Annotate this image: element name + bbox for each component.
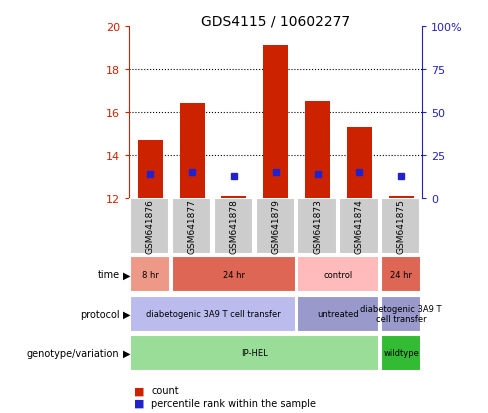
Text: GSM641879: GSM641879 xyxy=(271,199,280,254)
Bar xyxy=(381,198,421,254)
Text: diabetogenic 3A9 T cell transfer: diabetogenic 3A9 T cell transfer xyxy=(145,309,280,318)
Text: 24 hr: 24 hr xyxy=(223,270,245,279)
Bar xyxy=(130,296,296,332)
Bar xyxy=(263,46,288,198)
Bar xyxy=(138,140,163,198)
Text: ▶: ▶ xyxy=(123,348,131,358)
Text: GSM641873: GSM641873 xyxy=(313,199,322,254)
Text: GSM641876: GSM641876 xyxy=(146,199,155,254)
Bar xyxy=(172,198,211,254)
Bar xyxy=(381,335,421,371)
Text: GSM641878: GSM641878 xyxy=(229,199,239,254)
Bar xyxy=(381,257,421,292)
Text: count: count xyxy=(151,385,179,395)
Text: 8 hr: 8 hr xyxy=(142,270,159,279)
Bar xyxy=(214,198,253,254)
Bar xyxy=(381,296,421,332)
Text: 24 hr: 24 hr xyxy=(390,270,412,279)
Text: ▶: ▶ xyxy=(123,309,131,319)
Text: genotype/variation: genotype/variation xyxy=(27,348,120,358)
Text: wildtype: wildtype xyxy=(383,349,419,358)
Text: untreated: untreated xyxy=(318,309,359,318)
Bar xyxy=(180,104,204,198)
Bar xyxy=(339,198,379,254)
Text: diabetogenic 3A9 T
cell transfer: diabetogenic 3A9 T cell transfer xyxy=(361,304,442,323)
Text: time: time xyxy=(98,270,120,280)
Bar xyxy=(222,196,246,198)
Text: ■: ■ xyxy=(134,398,145,408)
Text: percentile rank within the sample: percentile rank within the sample xyxy=(151,398,316,408)
Bar xyxy=(298,257,380,292)
Bar xyxy=(298,296,380,332)
Bar xyxy=(347,128,372,198)
Bar xyxy=(256,198,295,254)
Bar xyxy=(130,257,170,292)
Text: GSM641875: GSM641875 xyxy=(397,199,406,254)
Text: GDS4115 / 10602277: GDS4115 / 10602277 xyxy=(201,14,350,28)
Bar xyxy=(305,102,330,198)
Text: control: control xyxy=(324,270,353,279)
Bar xyxy=(172,257,296,292)
Text: ■: ■ xyxy=(134,385,145,395)
Text: protocol: protocol xyxy=(80,309,120,319)
Bar xyxy=(130,198,169,254)
Text: IP-HEL: IP-HEL xyxy=(242,349,268,358)
Text: ▶: ▶ xyxy=(123,270,131,280)
Bar xyxy=(388,196,414,198)
Bar xyxy=(298,198,337,254)
Bar xyxy=(130,335,380,371)
Text: GSM641877: GSM641877 xyxy=(187,199,197,254)
Text: GSM641874: GSM641874 xyxy=(355,199,364,254)
